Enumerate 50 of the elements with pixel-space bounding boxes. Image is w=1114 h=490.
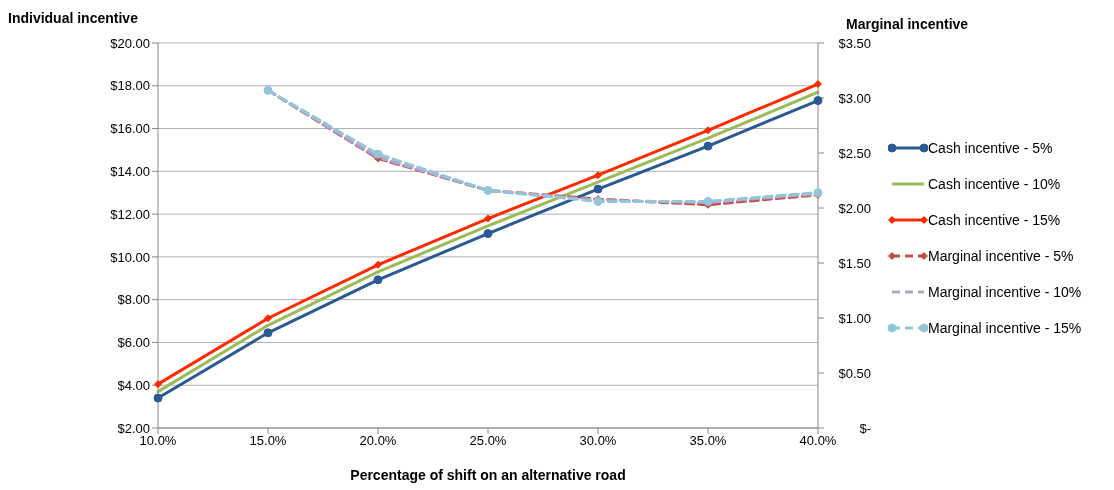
point — [703, 196, 713, 206]
x-tick-label: 15.0% — [249, 433, 287, 449]
point — [813, 96, 823, 106]
y-axis-title: Individual incentive — [8, 10, 138, 26]
y-tick-label: $8.00 — [117, 292, 150, 308]
y2-axis-title: Marginal incentive — [846, 16, 969, 32]
x-tick-label: 20.0% — [359, 433, 397, 449]
point — [483, 229, 493, 239]
y-tick-label: $6.00 — [117, 335, 150, 351]
y-tick-label: $2.00 — [117, 420, 150, 436]
legend-label: Marginal incentive - 10% — [928, 284, 1082, 300]
y-tick-label: $10.00 — [110, 249, 150, 265]
y-tick-label: $14.00 — [110, 163, 150, 179]
legend-label: Cash incentive - 5% — [928, 140, 1053, 156]
y-tick-label: $4.00 — [117, 377, 150, 393]
legend-label: Cash incentive - 15% — [928, 212, 1061, 228]
point — [263, 328, 273, 338]
y2-tick-label: $3.00 — [838, 90, 871, 106]
y2-tick-label: $- — [859, 420, 871, 436]
point — [373, 149, 383, 159]
x-tick-label: 35.0% — [689, 433, 727, 449]
x-tick-label: 25.0% — [469, 433, 507, 449]
y2-tick-label: $0.50 — [838, 365, 871, 381]
legend-label: Marginal incentive - 15% — [928, 320, 1082, 336]
point — [154, 380, 162, 389]
y2-tick-label: $2.50 — [838, 145, 871, 161]
y-tick-label: $20.00 — [110, 35, 150, 51]
point — [704, 126, 712, 135]
point — [594, 171, 602, 180]
y-tick-label: $18.00 — [110, 78, 150, 94]
y2-tick-label: $1.50 — [838, 255, 871, 271]
point — [153, 393, 163, 403]
x-tick-label: 40.0% — [799, 433, 837, 449]
point — [373, 275, 383, 285]
y-tick-label: $12.00 — [110, 206, 150, 222]
y2-tick-label: $1.00 — [838, 310, 871, 326]
y2-tick-label: $2.00 — [838, 200, 871, 216]
x-tick-label: 30.0% — [579, 433, 617, 449]
y-tick-label: $16.00 — [110, 121, 150, 137]
point — [264, 314, 272, 323]
x-tick-label: 10.0% — [139, 433, 177, 449]
point — [593, 184, 603, 194]
legend-label: Cash incentive - 10% — [928, 176, 1061, 192]
point — [703, 141, 713, 151]
point — [484, 214, 492, 223]
x-axis-title: Percentage of shift on an alternative road — [350, 467, 626, 483]
y2-tick-label: $3.50 — [838, 35, 871, 51]
legend-label: Marginal incentive - 5% — [928, 248, 1074, 264]
point — [374, 260, 382, 269]
point — [814, 80, 822, 89]
